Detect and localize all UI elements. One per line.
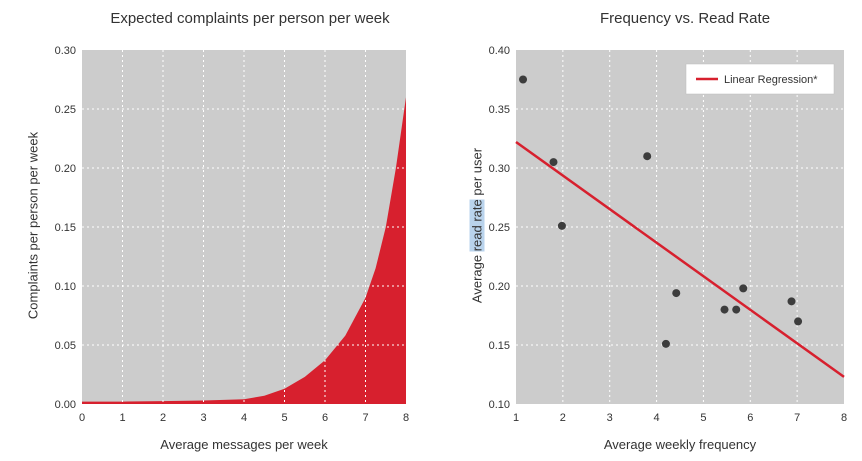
right-x-tick-5: 6	[747, 412, 753, 424]
right-y-tick-3: 0.25	[489, 222, 510, 234]
left-x-tick-6: 6	[322, 412, 328, 424]
scatter-point-6	[720, 305, 729, 314]
left-x-tick-2: 2	[160, 412, 166, 424]
right-y-tick-5: 0.35	[489, 104, 510, 116]
left-x-tick-4: 4	[241, 412, 247, 424]
right-y-label-highlight: read rate	[469, 199, 485, 252]
right-x-tick-3: 4	[654, 412, 660, 424]
left-y-tick-5: 0.25	[55, 104, 76, 116]
left-x-tick-8: 8	[403, 412, 409, 424]
right-y-tick-1: 0.15	[489, 340, 510, 352]
left-y-axis-label: Complaints per person per week	[25, 131, 41, 320]
left-x-tick-5: 5	[281, 412, 287, 424]
right-x-tick-6: 7	[794, 412, 800, 424]
right-y-tick-2: 0.20	[489, 281, 510, 293]
regression-line	[515, 141, 845, 378]
scatter-point-3	[643, 152, 652, 161]
right-y-tick-0: 0.10	[489, 399, 510, 411]
right-x-axis-label: Average weekly frequency	[603, 437, 757, 452]
left-y-tick-2: 0.10	[55, 281, 76, 293]
right-y-tick-4: 0.30	[489, 163, 510, 175]
left-x-tick-7: 7	[362, 412, 368, 424]
right-plot-background	[516, 50, 844, 404]
right-x-tick-0: 1	[513, 412, 519, 424]
left-x-tick-1: 1	[119, 412, 125, 424]
left-y-tick-3: 0.15	[55, 222, 76, 234]
left-y-tick-4: 0.20	[55, 163, 76, 175]
left-x-axis-label: Average messages per week	[160, 437, 328, 452]
right-y-label-part-1: Average	[469, 251, 485, 304]
scatter-point-2	[557, 221, 566, 230]
scatter-point-1	[549, 158, 558, 167]
left-y-tick-1: 0.05	[55, 340, 76, 352]
scatter-point-8	[739, 284, 748, 293]
left-x-tick-3: 3	[200, 412, 206, 424]
left-area-series	[82, 97, 406, 404]
scatter-point-4	[661, 339, 670, 348]
scatter-point-10	[794, 317, 803, 326]
right-y-tick-6: 0.40	[489, 45, 510, 57]
right-x-tick-2: 3	[607, 412, 613, 424]
left-y-tick-6: 0.30	[55, 45, 76, 57]
left-x-tick-0: 0	[79, 412, 85, 424]
right-chart-title: Frequency vs. Read Rate	[599, 10, 771, 27]
scatter-point-5	[672, 289, 681, 298]
left-chart-title: Expected complaints per person per week	[110, 10, 390, 27]
left-y-tick-0: 0.00	[55, 399, 76, 411]
right-y-axis-label: Average read rate per user	[469, 131, 485, 321]
scatter-point-7	[732, 305, 741, 314]
right-x-tick-1: 2	[560, 412, 566, 424]
scatter-point-0	[519, 75, 528, 84]
legend-label: Linear Regression*	[724, 74, 818, 86]
scatter-point-9	[787, 297, 796, 306]
right-x-tick-4: 5	[700, 412, 706, 424]
right-x-tick-7: 8	[841, 412, 847, 424]
right-y-label-part-3: per user	[469, 147, 485, 200]
